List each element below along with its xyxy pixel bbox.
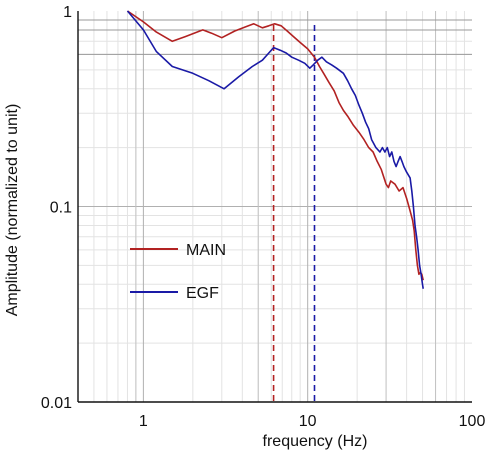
x-tick-label: 100 bbox=[459, 413, 486, 430]
tick-labels: 1 10 100 0.01 0.1 1 bbox=[41, 4, 486, 430]
x-axis-title: frequency (Hz) bbox=[263, 433, 368, 450]
y-tick-label: 1 bbox=[63, 4, 72, 21]
x-tick-label: 10 bbox=[299, 413, 317, 430]
series-lines bbox=[126, 10, 424, 289]
legend-label-main: MAIN bbox=[186, 242, 226, 259]
series-line-main bbox=[127, 10, 424, 281]
y-tick-label: 0.1 bbox=[50, 200, 72, 217]
reference-lines bbox=[78, 19, 472, 55]
legend-label-egf: EGF bbox=[186, 285, 219, 302]
legend: MAIN EGF bbox=[130, 242, 226, 302]
y-tick-label: 0.01 bbox=[41, 395, 72, 412]
y-axis-title: Amplitude (normalized to unit) bbox=[4, 104, 21, 317]
frequency-markers bbox=[272, 25, 316, 402]
x-tick-label: 1 bbox=[139, 413, 148, 430]
axes bbox=[77, 11, 472, 403]
grid-major bbox=[78, 11, 472, 402]
series-line-egf bbox=[126, 10, 424, 289]
